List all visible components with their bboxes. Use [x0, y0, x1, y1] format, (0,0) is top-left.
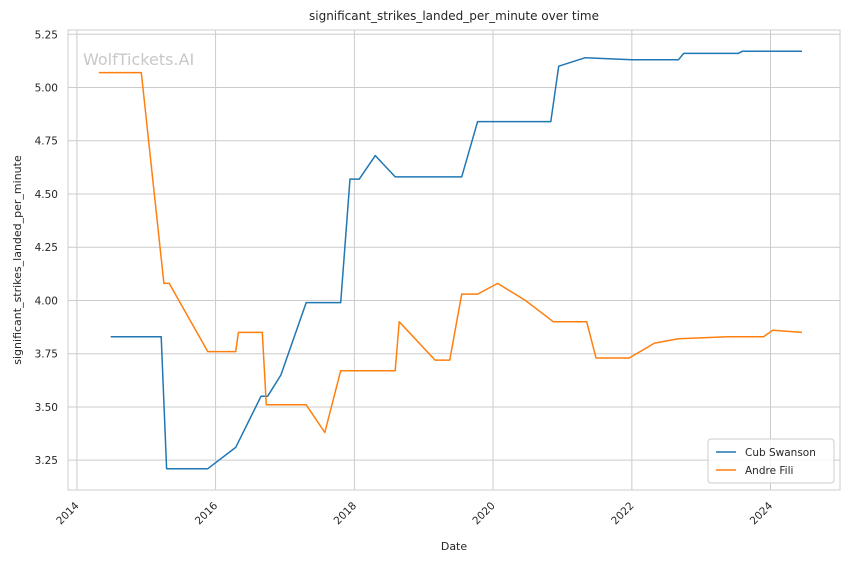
x-tick-label: 2018	[332, 500, 359, 527]
y-tick-labels: 3.25 3.50 3.75 4.00 4.25 4.50 4.75 5.00 5.25	[35, 29, 58, 467]
chart-title: significant_strikes_landed_per_minute ov…	[309, 9, 599, 23]
y-tick-label: 4.50	[35, 189, 58, 201]
y-tick-label: 3.50	[35, 402, 58, 414]
x-tick-labels: 2014 2016 2018 2020 2022 2024	[54, 500, 775, 528]
y-tick-label: 5.00	[35, 83, 58, 95]
y-tick-label: 4.75	[35, 136, 58, 148]
y-tick-label: 4.25	[35, 242, 58, 254]
legend-label-andre-fili: Andre Fili	[745, 465, 793, 477]
x-tick-label: 2020	[470, 500, 497, 527]
x-tick-label: 2016	[193, 500, 221, 528]
y-tick-label: 3.75	[35, 349, 58, 361]
x-tick-label: 2024	[748, 500, 776, 528]
plot-frame	[67, 29, 841, 491]
y-axis-label: significant_strikes_landed_per_minute	[11, 155, 24, 365]
series-line-andre-fili	[98, 71, 803, 434]
x-tick-label: 2022	[609, 500, 636, 527]
series-line-cub-swanson	[110, 50, 802, 470]
x-axis-label: Date	[441, 540, 468, 553]
watermark: WolfTickets.AI	[83, 50, 194, 69]
series-lines	[98, 50, 803, 470]
y-tick-label: 4.00	[35, 295, 58, 307]
grid-lines	[68, 30, 840, 490]
legend-box	[707, 438, 835, 484]
legend-label-cub-swanson: Cub Swanson	[745, 447, 816, 459]
legend: Cub Swanson Andre Fili	[707, 438, 835, 484]
x-tick-label: 2014	[54, 500, 82, 528]
y-tick-label: 5.25	[35, 29, 58, 41]
y-tick-label: 3.25	[35, 455, 58, 467]
